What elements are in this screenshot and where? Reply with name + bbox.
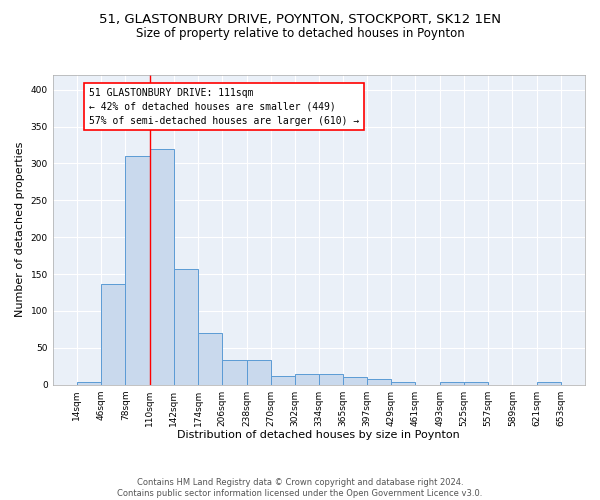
Bar	[367, 380, 391, 384]
Text: 51, GLASTONBURY DRIVE, POYNTON, STOCKPORT, SK12 1EN: 51, GLASTONBURY DRIVE, POYNTON, STOCKPOR…	[99, 12, 501, 26]
Bar	[77, 382, 101, 384]
Bar	[295, 374, 319, 384]
Bar	[125, 156, 149, 384]
X-axis label: Distribution of detached houses by size in Poynton: Distribution of detached houses by size …	[178, 430, 460, 440]
Text: Size of property relative to detached houses in Poynton: Size of property relative to detached ho…	[136, 28, 464, 40]
Bar	[174, 269, 198, 384]
Bar	[343, 377, 367, 384]
Bar	[536, 382, 561, 384]
Bar	[391, 382, 415, 384]
Bar	[101, 284, 125, 384]
Y-axis label: Number of detached properties: Number of detached properties	[15, 142, 25, 318]
Bar	[319, 374, 343, 384]
Text: 51 GLASTONBURY DRIVE: 111sqm
← 42% of detached houses are smaller (449)
57% of s: 51 GLASTONBURY DRIVE: 111sqm ← 42% of de…	[89, 88, 359, 126]
Bar	[440, 382, 464, 384]
Bar	[271, 376, 295, 384]
Text: Contains HM Land Registry data © Crown copyright and database right 2024.
Contai: Contains HM Land Registry data © Crown c…	[118, 478, 482, 498]
Bar	[198, 333, 222, 384]
Bar	[222, 360, 247, 384]
Bar	[464, 382, 488, 384]
Bar	[247, 360, 271, 384]
Bar	[149, 148, 174, 384]
